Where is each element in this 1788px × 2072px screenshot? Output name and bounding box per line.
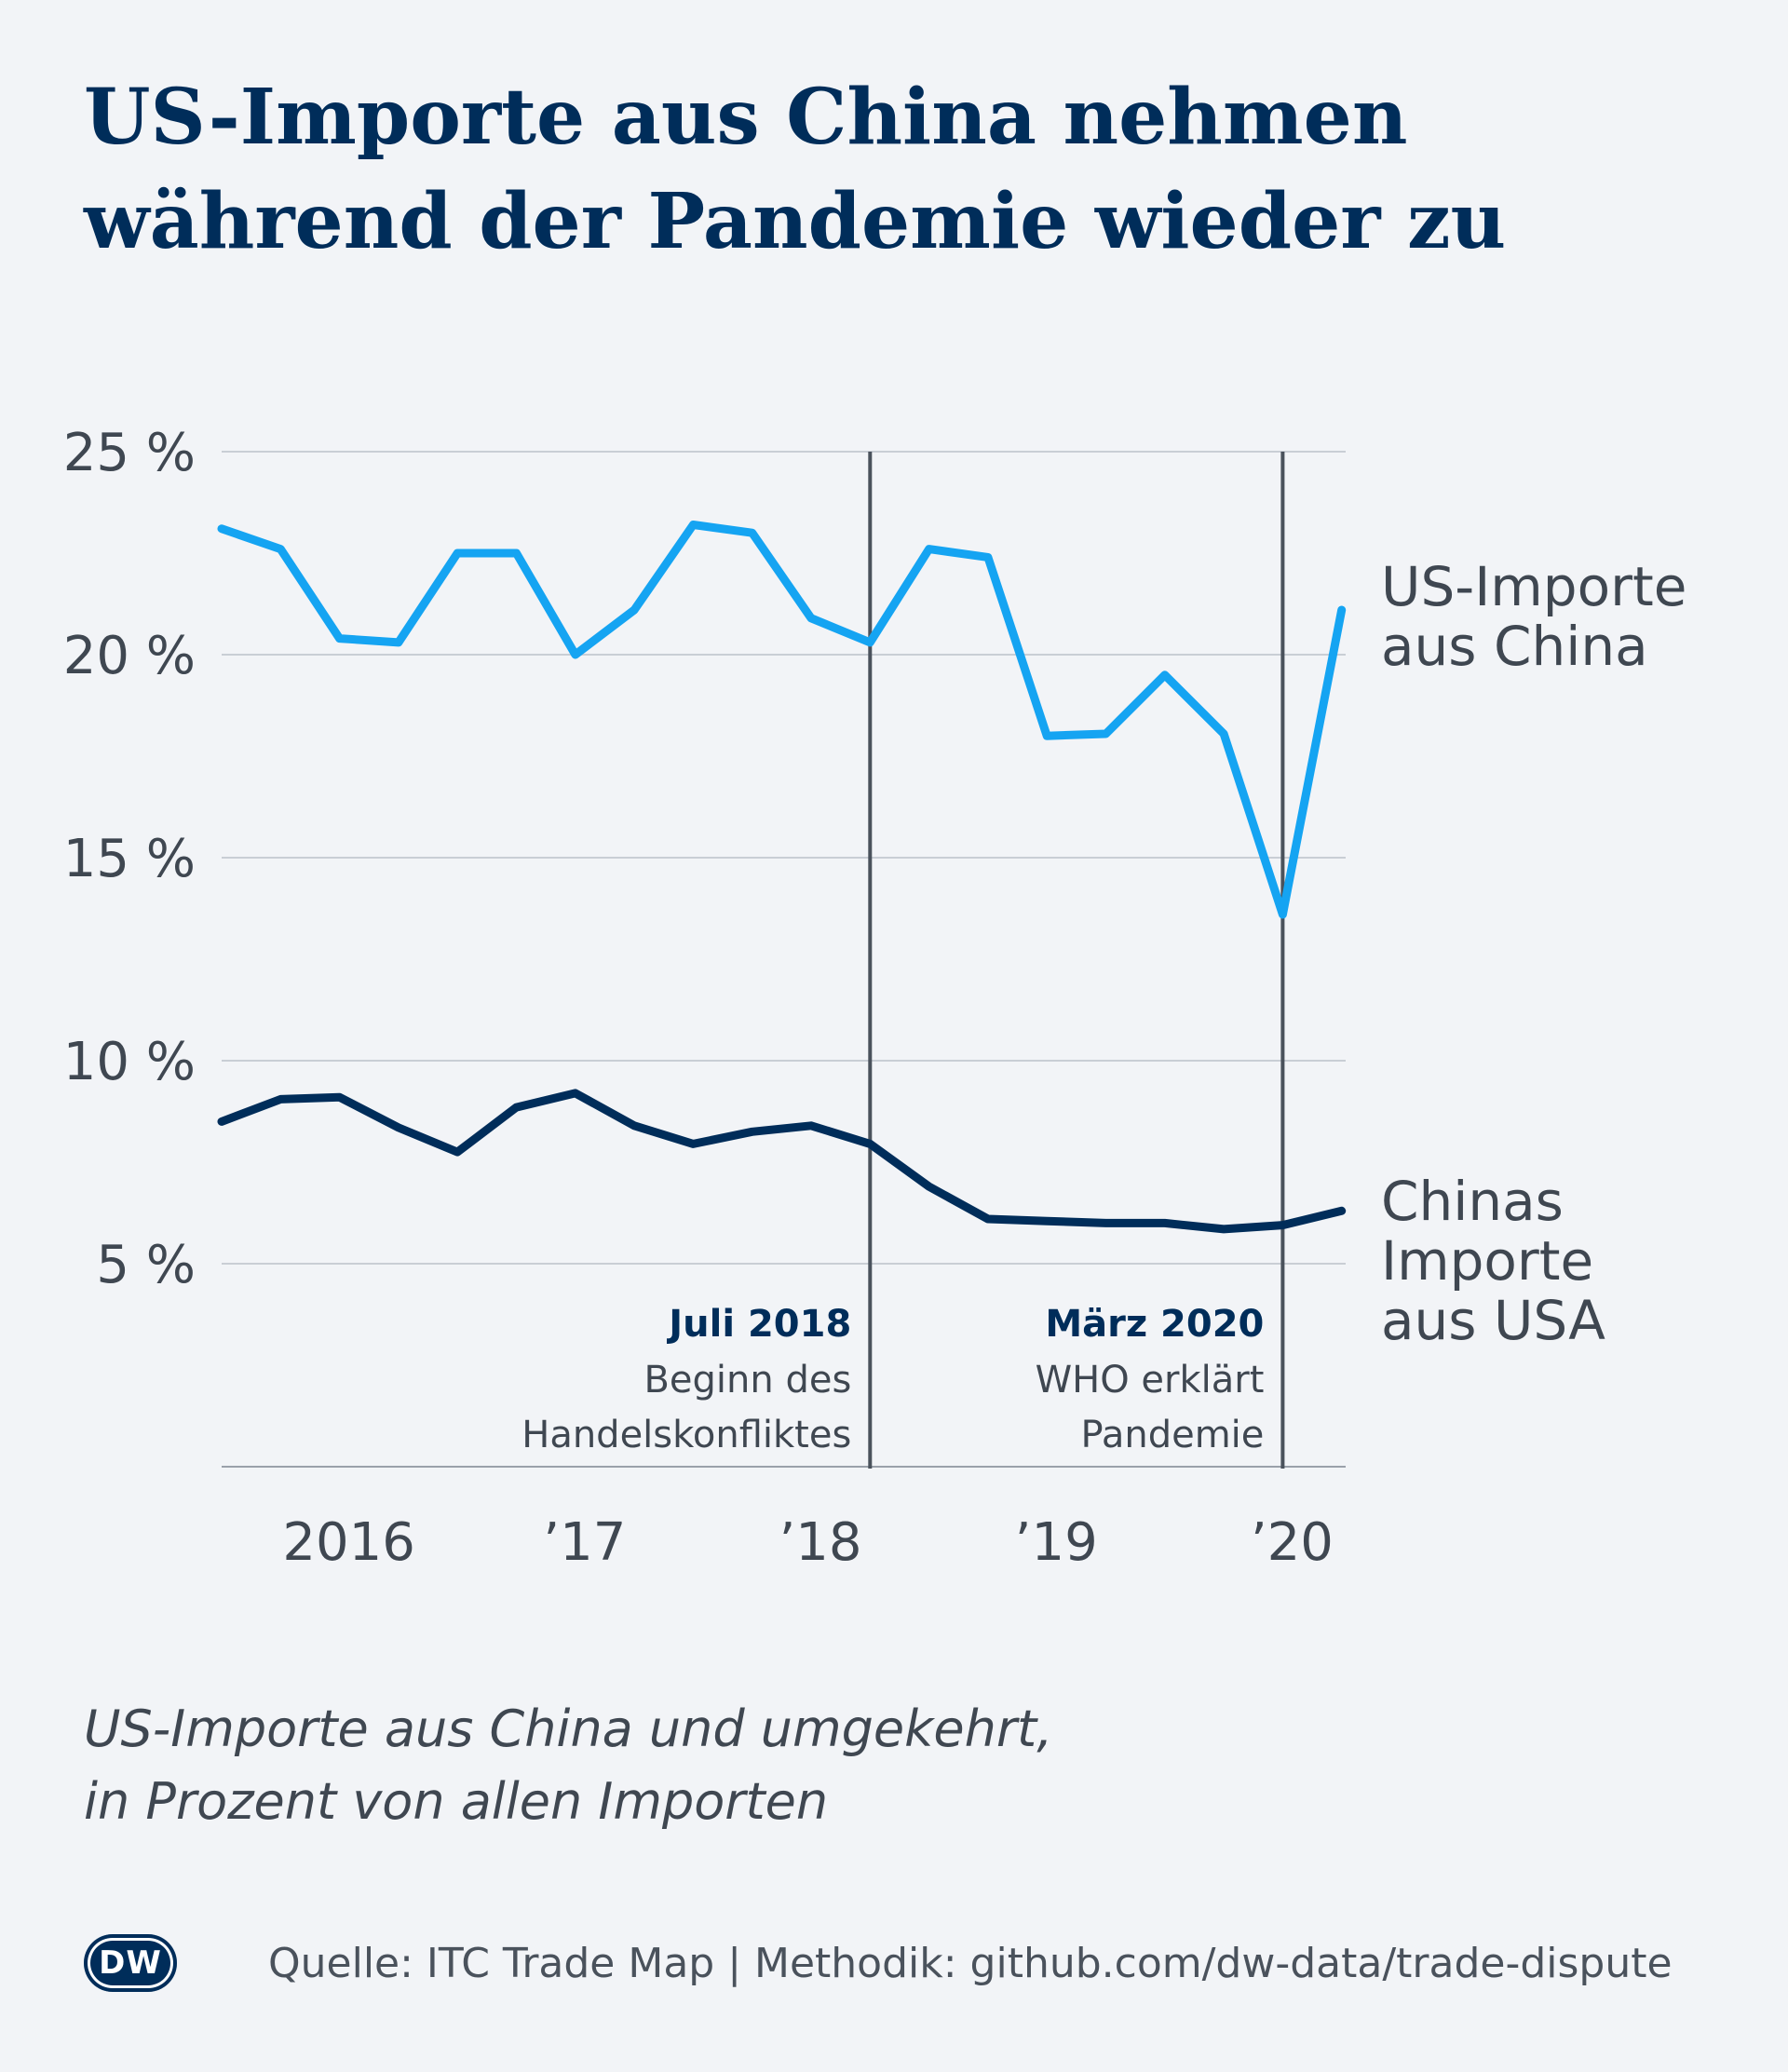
chart-title-line-1: US-Importe aus China nehmen — [84, 73, 1408, 162]
subtitle-line-1: US-Importe aus China und umgekehrt, — [84, 1700, 1053, 1758]
annotation-title: Juli 2018 — [666, 1303, 851, 1346]
series-label: aus USA — [1381, 1289, 1605, 1352]
y-tick-label: 10 % — [63, 1032, 196, 1092]
annotation-text: Beginn des — [643, 1359, 851, 1402]
chart-title: US-Importe aus China nehmen während der … — [84, 65, 1723, 274]
series-line — [217, 1089, 1347, 1234]
x-tick-label: ’17 — [543, 1512, 626, 1573]
annotation-text: WHO erklärt — [1036, 1359, 1265, 1402]
y-tick-label: 5 % — [96, 1235, 196, 1295]
source-note: Quelle: ITC Trade Map | Methodik: github… — [268, 1939, 1673, 1987]
x-tick-label: 2016 — [282, 1512, 415, 1573]
series-line — [217, 521, 1347, 919]
chart-subtitle: US-Importe aus China und umgekehrt, in P… — [84, 1693, 1723, 1838]
y-axis-ticks: 5 % 10 % 15 % 20 % 25 % — [63, 423, 196, 1295]
series-label: aus China — [1381, 615, 1648, 678]
x-tick-label: ’19 — [1015, 1512, 1098, 1573]
x-tick-label: ’18 — [779, 1512, 861, 1573]
annotation-text: Handelskonfliktes — [522, 1414, 851, 1456]
x-axis-ticks: 2016 ’17 ’18 ’19 ’20 — [282, 1512, 1334, 1573]
event-annotations: Juli 2018 Beginn des Handelskonfliktes März… — [522, 452, 1285, 1469]
y-tick-label: 20 % — [63, 626, 196, 686]
data-series — [217, 521, 1347, 1234]
series-label: Importe — [1381, 1229, 1593, 1293]
series-label: US-Importe — [1381, 555, 1686, 618]
line-chart: Juli 2018 Beginn des Handelskonfliktes März… — [63, 423, 1687, 1573]
series-label: Chinas — [1381, 1170, 1564, 1233]
subtitle-line-2: in Prozent von allen Importen — [84, 1772, 829, 1831]
annotation-title: März 2020 — [1045, 1303, 1264, 1346]
grid-lines — [222, 451, 1346, 1468]
annotation-text: Pandemie — [1081, 1414, 1265, 1456]
dw-logo: DW — [84, 1934, 177, 1992]
y-tick-label: 25 % — [63, 423, 196, 483]
chart-title-line-2: während der Pandemie wieder zu — [84, 177, 1507, 266]
y-tick-label: 15 % — [63, 829, 196, 889]
x-tick-label: ’20 — [1251, 1512, 1334, 1573]
footer: DW Quelle: ITC Trade Map | Methodik: git… — [84, 1921, 1673, 2005]
